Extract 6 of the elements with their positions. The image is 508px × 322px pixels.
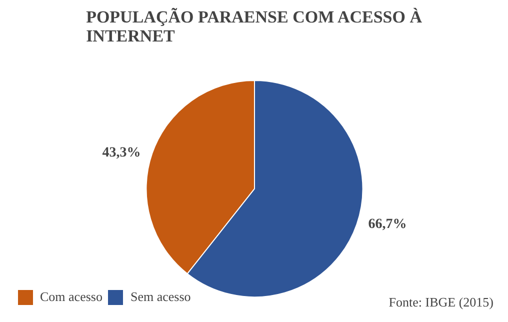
legend-label: Com acesso <box>40 289 102 305</box>
legend-label: Sem acesso <box>130 289 191 305</box>
source-note: Fonte: IBGE (2015) <box>388 294 494 310</box>
data-label: 43,3% <box>102 145 141 160</box>
data-label: 66,7% <box>368 217 407 232</box>
chart-title: POPULAÇÃO PARAENSE COM ACESSO À INTERNET <box>86 8 423 46</box>
